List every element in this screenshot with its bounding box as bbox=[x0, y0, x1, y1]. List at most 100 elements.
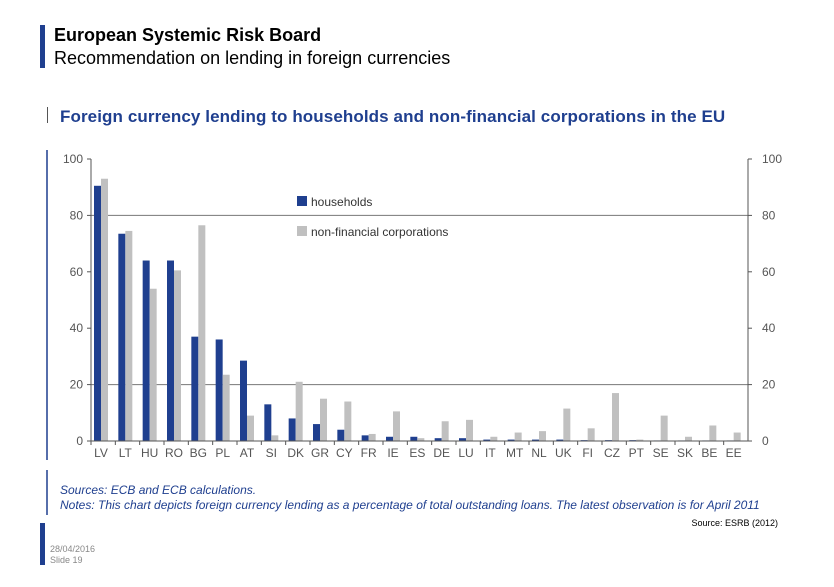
x-tick-label-es: ES bbox=[409, 446, 425, 460]
bar-households-fr bbox=[361, 435, 369, 441]
x-tick-label-ee: EE bbox=[726, 446, 742, 460]
bar-nfc-de bbox=[441, 421, 449, 441]
bar-nfc-it bbox=[490, 436, 498, 441]
x-tick-label-de: DE bbox=[433, 446, 450, 460]
bar-households-mt bbox=[507, 439, 515, 441]
legend-swatch-households bbox=[297, 196, 307, 206]
bar-nfc-bg bbox=[198, 225, 206, 441]
bar-households-dk bbox=[288, 418, 296, 441]
y-tick-label-left: 40 bbox=[70, 321, 84, 335]
x-tick-label-lv: LV bbox=[94, 446, 108, 460]
bar-households-at bbox=[240, 360, 247, 441]
y-tick-label-right: 100 bbox=[762, 152, 782, 166]
bar-nfc-pl bbox=[222, 374, 230, 441]
bar-nfc-pt bbox=[636, 439, 644, 441]
bar-households-es bbox=[410, 436, 418, 441]
organization-title: European Systemic Risk Board bbox=[54, 25, 322, 45]
bar-nfc-cz bbox=[612, 393, 619, 441]
x-tick-label-pl: PL bbox=[215, 446, 230, 460]
x-tick-label-sk: SK bbox=[677, 446, 693, 460]
x-tick-label-bg: BG bbox=[190, 446, 207, 460]
footer-slide-number: Slide 19 bbox=[50, 555, 83, 565]
bar-nfc-lu bbox=[466, 419, 473, 441]
x-tick-label-ie: IE bbox=[387, 446, 398, 460]
bar-households-lt bbox=[118, 233, 126, 441]
x-tick-label-fr: FR bbox=[361, 446, 377, 460]
bar-nfc-ro bbox=[174, 270, 181, 441]
presentation-subtitle: Recommendation on lending in foreign cur… bbox=[54, 48, 451, 68]
bar-households-uk bbox=[556, 439, 564, 441]
x-tick-label-nl: NL bbox=[531, 446, 547, 460]
bar-households-cy bbox=[337, 429, 345, 441]
footer-date: 28/04/2016 bbox=[50, 544, 96, 554]
legend-label-households: households bbox=[311, 195, 372, 209]
x-tick-label-pt: PT bbox=[629, 446, 645, 460]
slide-source: Source: ESRB (2012) bbox=[691, 518, 778, 528]
bar-nfc-mt bbox=[514, 432, 522, 441]
x-tick-label-gr: GR bbox=[311, 446, 329, 460]
bar-nfc-at bbox=[247, 415, 254, 441]
bar-households-si bbox=[264, 404, 272, 441]
x-tick-label-uk: UK bbox=[555, 446, 572, 460]
y-tick-label-right: 40 bbox=[762, 321, 776, 335]
chart-notes: Notes: This chart depicts foreign curren… bbox=[60, 498, 760, 512]
bar-households-it bbox=[483, 439, 491, 441]
bar-nfc-gr bbox=[320, 398, 327, 441]
chart-title: Foreign currency lending to households a… bbox=[60, 107, 726, 126]
y-tick-label-right: 0 bbox=[762, 434, 769, 448]
legend-label-nfc: non-financial corporations bbox=[311, 225, 448, 239]
x-tick-label-se: SE bbox=[653, 446, 669, 460]
y-tick-label-left: 0 bbox=[76, 434, 83, 448]
bar-nfc-sk bbox=[685, 436, 692, 441]
y-tick-label-left: 100 bbox=[63, 152, 83, 166]
bar-nfc-lt bbox=[125, 230, 133, 441]
y-tick-label-right: 80 bbox=[762, 208, 776, 222]
bar-households-hu bbox=[142, 260, 150, 441]
x-tick-label-hu: HU bbox=[141, 446, 158, 460]
bar-nfc-ie bbox=[393, 411, 400, 441]
x-tick-label-be: BE bbox=[701, 446, 717, 460]
bar-nfc-nl bbox=[539, 431, 546, 441]
x-tick-label-lt: LT bbox=[119, 446, 133, 460]
bar-households-nl bbox=[532, 439, 539, 441]
x-tick-label-it: IT bbox=[485, 446, 496, 460]
bar-nfc-ee bbox=[733, 432, 741, 441]
bar-nfc-si bbox=[271, 435, 279, 441]
bar-households-pl bbox=[215, 339, 223, 441]
bar-nfc-es bbox=[417, 438, 425, 441]
x-tick-label-si: SI bbox=[266, 446, 277, 460]
bar-nfc-lv bbox=[101, 178, 108, 442]
bar-nfc-se bbox=[660, 415, 668, 441]
x-tick-label-dk: DK bbox=[287, 446, 304, 460]
bar-households-ro bbox=[167, 260, 174, 441]
bar-nfc-dk bbox=[295, 381, 303, 441]
bar-households-lu bbox=[459, 438, 466, 441]
bar-households-bg bbox=[191, 336, 199, 441]
y-tick-label-right: 60 bbox=[762, 265, 776, 279]
bar-nfc-uk bbox=[563, 408, 571, 441]
bar-households-de bbox=[434, 438, 442, 441]
bar-nfc-cy bbox=[344, 401, 352, 441]
x-tick-label-lu: LU bbox=[458, 446, 473, 460]
x-tick-label-fi: FI bbox=[582, 446, 593, 460]
chart-source: Sources: ECB and ECB calculations. bbox=[60, 483, 257, 497]
y-tick-label-left: 60 bbox=[70, 265, 84, 279]
x-tick-label-ro: RO bbox=[165, 446, 183, 460]
header-accent-bar bbox=[40, 25, 45, 68]
footer-accent-bar bbox=[40, 523, 45, 565]
bar-households-gr bbox=[313, 424, 320, 441]
y-tick-label-left: 80 bbox=[70, 208, 84, 222]
x-tick-label-mt: MT bbox=[506, 446, 524, 460]
x-tick-label-at: AT bbox=[240, 446, 255, 460]
bar-nfc-fr bbox=[368, 433, 376, 441]
chart-title-marker bbox=[47, 107, 48, 123]
legend-swatch-nfc bbox=[297, 226, 307, 236]
bar-households-ie bbox=[386, 436, 393, 441]
x-tick-label-cy: CY bbox=[336, 446, 353, 460]
x-tick-label-cz: CZ bbox=[604, 446, 620, 460]
y-tick-label-left: 20 bbox=[70, 378, 84, 392]
bar-nfc-fi bbox=[587, 428, 595, 441]
bar-households-lv bbox=[94, 185, 101, 441]
bar-nfc-be bbox=[709, 425, 717, 441]
